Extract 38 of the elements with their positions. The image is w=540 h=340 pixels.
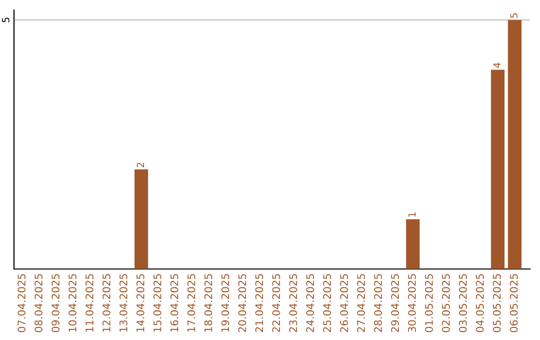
x-tick-label: 25.04.2025	[323, 274, 332, 332]
x-tick-label: 13.04.2025	[119, 274, 128, 332]
x-tick-label: 22.04.2025	[272, 274, 280, 332]
x-tick-label: 11.04.2025	[86, 274, 94, 332]
x-tick-label: 19.04.2025	[221, 274, 230, 332]
x-tick-label: 12.04.2025	[102, 274, 110, 332]
data-label: 1	[408, 212, 416, 217]
bar	[406, 219, 420, 269]
x-tick-label: 28.04.2025	[374, 274, 382, 332]
x-tick-label: 02.05.2025	[442, 274, 450, 332]
x-tick-label: 10.04.2025	[68, 274, 76, 332]
x-tick-label: 06.05.2025	[510, 274, 518, 332]
x-tick-label: 07.04.2025	[18, 274, 26, 332]
x-tick-label: 03.05.2025	[458, 274, 467, 332]
x-tick-label: 30.04.2025	[408, 274, 416, 332]
x-tick-label: 27.04.2025	[357, 274, 365, 332]
x-tick-label: 23.04.2025	[289, 274, 298, 332]
bar	[508, 20, 522, 269]
x-tick-label: 04.05.2025	[476, 274, 484, 332]
x-tick-label: 08.04.2025	[34, 274, 42, 332]
x-tick-label: 18.04.2025	[204, 274, 212, 332]
x-tick-label: 05.05.2025	[492, 274, 501, 332]
bar	[134, 169, 148, 269]
x-tick-label: 24.04.2025	[306, 274, 314, 332]
x-tick-label: 20.04.2025	[238, 274, 246, 332]
x-tick-label: 16.04.2025	[170, 274, 178, 332]
x-tick-label: 15.04.2025	[153, 274, 162, 332]
data-label: 5	[510, 13, 518, 18]
x-tick-label: 21.04.2025	[255, 274, 264, 332]
data-label: 2	[136, 162, 144, 168]
x-tick-label: 09.04.2025	[52, 274, 60, 332]
x-tick-label: 01.05.2025	[425, 274, 433, 332]
bar	[490, 70, 505, 269]
x-tick-label: 14.04.2025	[136, 274, 144, 332]
x-tick-label: 17.04.2025	[187, 274, 196, 332]
data-label: 4	[493, 62, 500, 68]
x-tick-label: 26.04.2025	[340, 274, 348, 332]
x-tick-label: 29.04.2025	[391, 274, 399, 332]
